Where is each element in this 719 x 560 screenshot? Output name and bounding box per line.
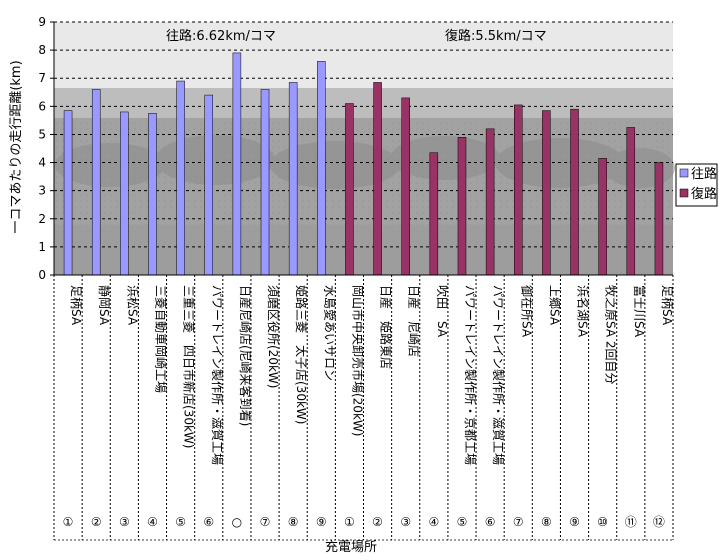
x-category-label: 静岡SA [97,285,111,326]
x-category-label: パワートレイン製作所・京都工場 [463,285,477,465]
y-axis-ticks: 0 1 2 3 4 5 6 7 8 9 [38,15,54,282]
x-category-label: 日産 尼崎店 [407,285,422,357]
bar-return [514,104,523,276]
legend-swatch-return [679,188,689,198]
legend: 往路 復路 [675,163,718,207]
plot-background [54,22,675,275]
x-category-label: 姫路三菱 太子店(30kW) [294,285,309,424]
x-category-marker: ⑨ [316,515,327,529]
bar-return [626,127,636,276]
bar-outbound [148,113,157,276]
bar-return [345,103,354,276]
bar-return [654,162,664,276]
x-category-marker: ② [91,515,102,529]
x-category-marker: ⑨ [569,515,580,529]
y-tick-label: 7 [38,71,46,85]
bar-outbound [288,82,298,276]
bars [63,52,664,276]
x-category-marker: ⑤ [457,515,468,529]
x-category-marker: ⑪ [625,515,637,529]
bar-outbound [260,89,270,276]
x-axis-label: 充電場所 [325,539,377,555]
x-category-marker: ① [344,515,355,529]
bar-outbound [176,80,185,276]
y-tick-label: 8 [38,43,46,57]
x-category-label: 牧之原SA 2回目分 [604,285,618,385]
x-category-marker: ⑥ [203,515,214,529]
y-tick-label: 5 [38,127,46,141]
annotation-return: 復路:5.5km/コマ [445,28,547,44]
bar-return [457,137,467,276]
x-category-label: 浜名湖SA [576,285,591,338]
bar-return [542,110,551,276]
y-tick-label: 6 [38,99,46,113]
x-category-label: 御在所SA [519,285,534,338]
bar-return [485,128,495,276]
x-category-label: 富士川SA [632,285,647,338]
x-category-marker: ○ [232,515,242,529]
x-category-marker: ⑥ [485,515,496,529]
x-category-marker: ④ [147,515,158,529]
background-photo-horizon [54,88,673,118]
x-category-marker: ⑧ [288,515,299,529]
bar-outbound [91,89,101,276]
bar-return [570,108,579,276]
x-category-label: パワートレイン製作所・滋賀工場 [210,285,224,465]
y-tick-label: 9 [38,15,46,29]
legend-label-return: 復路 [691,186,717,202]
x-category-label: 日産尼崎店(尼崎来客到着) [238,285,253,426]
x-category-label: 足柄SA [660,285,674,326]
x-category-label: 三重三菱 四日市新店(30kW) [182,285,197,448]
bar-outbound [232,52,242,276]
bar-outbound [317,61,326,276]
y-tick-label: 4 [38,156,46,170]
y-tick-label: 3 [38,184,46,198]
gridlines [54,21,673,248]
background-photo-road [54,225,673,275]
x-category-label: パワートレイン製作所・滋賀工場 [491,285,505,465]
x-category-label: 吹田 SA [435,285,449,338]
x-category-marker: ④ [428,515,439,529]
x-category-marker: ③ [400,515,411,529]
legend-label-outbound: 往路 [691,166,717,182]
x-axis-markers: ① ② ③ ④ ⑤ ⑥ ○ ⑦ ⑧ ⑨ ① ② ③ ④ ⑤ ⑥ ⑦ ⑧ ⑨ ⑩ ⑪ ⑫ [63,515,665,529]
bar-return [373,82,382,276]
annotation-outbound: 往路:6.62km/コマ [166,28,276,44]
x-category-marker: ⑩ [597,515,608,529]
legend-swatch-outbound [679,168,689,178]
x-category-label: 足柄SA [69,285,83,326]
x-category-marker: ⑧ [541,515,552,529]
bar-return [598,158,607,276]
x-category-label: 水島愛あいサロン [322,285,337,381]
x-category-marker: ⑤ [175,515,186,529]
y-axis-label: 一コマあたりの走行距離(km) [9,60,24,233]
x-category-marker: ② [372,515,383,529]
bar-return [401,97,410,276]
x-category-label: 岡山市中央卸売市場(20kW) [350,285,365,436]
bar-outbound [63,110,73,276]
x-category-label: 三菱自動車岡崎工場 [153,285,167,393]
x-category-label: 日産 姫路東店 [379,285,394,369]
x-category-marker: ⑦ [513,515,524,529]
bar-outbound [204,94,213,276]
y-tick-label: 1 [38,240,46,254]
x-category-marker: ③ [119,515,130,529]
x-category-label: 浜松SA [125,285,139,326]
background-photo-sky [54,22,673,90]
x-category-marker: ⑦ [260,515,271,529]
x-category-marker: ⑫ [653,515,665,529]
x-axis-categories: 足柄SA 静岡SA 浜松SA 三菱自動車岡崎工場 三重三菱 四日市新店(30kW) パワー… [53,275,674,541]
x-category-label: 上郷SA [547,285,561,326]
bar-return [429,152,439,276]
x-category-marker: ① [63,515,74,529]
bar-outbound [120,111,129,276]
y-tick-label: 2 [38,212,46,226]
x-category-label: 須磨区役所(20kW) [266,285,281,388]
y-tick-label: 0 [38,268,46,282]
